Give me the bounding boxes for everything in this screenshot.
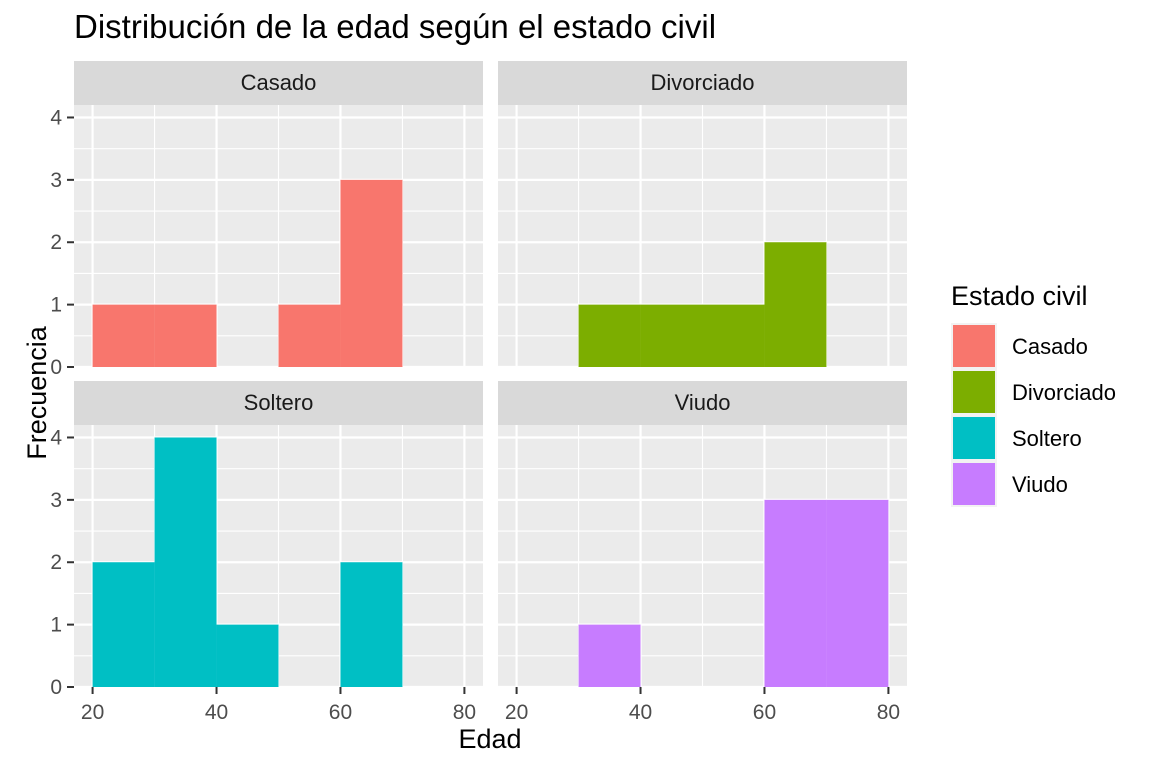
y-tick-label: 0 — [50, 356, 62, 379]
facet-panel-soltero: Soltero 0 1 2 3 4 20 40 60 80 — [50, 381, 483, 724]
x-tick-label: 20 — [505, 701, 528, 724]
y-axis-title: Frecuencia — [22, 325, 52, 460]
facet-panel-divorciado: Divorciado — [498, 61, 907, 369]
facet-panels: Casado 0 1 2 3 4 Divorciado Soltero 0 1 2 3 4 20 40 60 8… — [50, 61, 907, 724]
chart-title: Distribución de la edad según el estado … — [74, 8, 716, 45]
histogram-bar — [92, 562, 155, 687]
histogram-bar — [764, 499, 827, 687]
histogram-bar — [154, 437, 217, 687]
histogram-bar — [826, 499, 889, 687]
facet-strip — [498, 61, 907, 105]
x-tick-label: 60 — [753, 701, 776, 724]
x-tick-label: 60 — [329, 701, 352, 724]
y-tick-label: 4 — [50, 106, 62, 129]
x-tick-label: 80 — [453, 701, 476, 724]
legend-swatch — [953, 463, 995, 505]
histogram-bar — [578, 624, 641, 687]
y-tick-label: 1 — [50, 614, 62, 637]
facet-panel-viudo: Viudo 20 40 60 80 — [498, 381, 907, 724]
legend-label: Casado — [1012, 334, 1088, 359]
x-tick-label: 40 — [629, 701, 652, 724]
histogram-bar — [92, 304, 155, 367]
y-tick-label: 0 — [50, 676, 62, 699]
legend-label: Divorciado — [1012, 380, 1116, 405]
facet-strip-label: Casado — [241, 70, 317, 95]
x-axis-title: Edad — [458, 724, 521, 754]
legend-swatch — [953, 325, 995, 367]
y-tick-label: 4 — [50, 426, 62, 449]
facet-strip — [498, 381, 907, 425]
x-tick-label: 40 — [205, 701, 228, 724]
histogram-bar — [340, 562, 403, 687]
legend: Estado civil Casado Divorciado Soltero Viudo — [951, 281, 1116, 507]
histogram-bar — [340, 179, 403, 367]
histogram-bar — [640, 304, 703, 367]
y-tick-label: 2 — [50, 231, 62, 254]
facet-strip-label: Viudo — [675, 390, 731, 415]
x-tick-label: 80 — [877, 701, 900, 724]
legend-label: Soltero — [1012, 426, 1082, 451]
facet-strip — [74, 381, 483, 425]
legend-label: Viudo — [1012, 472, 1068, 497]
histogram-bar — [154, 304, 217, 367]
facet-panel-casado: Casado 0 1 2 3 4 — [50, 61, 483, 379]
legend-title: Estado civil — [951, 281, 1088, 311]
legend-swatch — [953, 417, 995, 459]
histogram-bar — [278, 304, 341, 367]
facet-strip-label: Divorciado — [651, 70, 755, 95]
x-tick-label: 20 — [81, 701, 104, 724]
histogram-bar — [578, 304, 641, 367]
y-tick-label: 1 — [50, 294, 62, 317]
facet-strip — [74, 61, 483, 105]
histogram-bar — [764, 242, 827, 367]
y-tick-label: 3 — [50, 169, 62, 192]
facet-strip-label: Soltero — [244, 390, 314, 415]
y-tick-label: 3 — [50, 489, 62, 512]
legend-swatch — [953, 371, 995, 413]
histogram-bar — [216, 624, 279, 687]
histogram-bar — [702, 304, 765, 367]
y-tick-label: 2 — [50, 551, 62, 574]
